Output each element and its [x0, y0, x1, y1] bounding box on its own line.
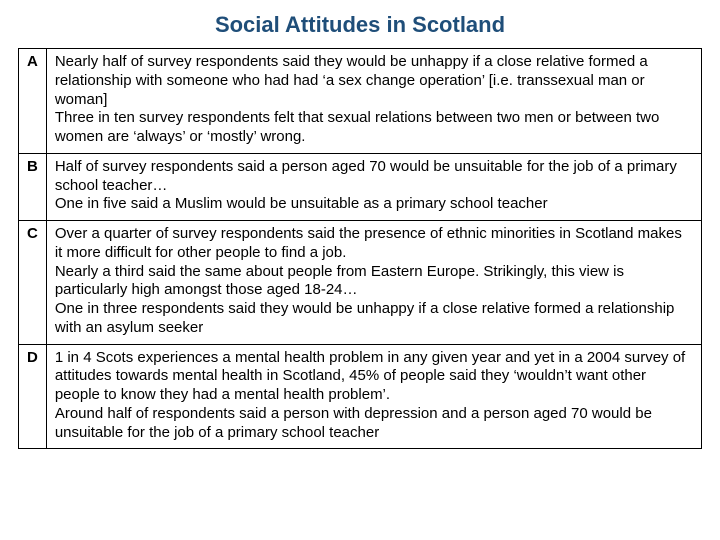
- table-row: D1 in 4 Scots experiences a mental healt…: [19, 344, 702, 449]
- row-label: A: [19, 49, 47, 154]
- row-text: Over a quarter of survey respondents sai…: [46, 221, 701, 345]
- page-root: Social Attitudes in Scotland ANearly hal…: [0, 0, 720, 540]
- row-text: Half of survey respondents said a person…: [46, 153, 701, 220]
- row-label: B: [19, 153, 47, 220]
- table-row: ANearly half of survey respondents said …: [19, 49, 702, 154]
- row-text: 1 in 4 Scots experiences a mental health…: [46, 344, 701, 449]
- page-title: Social Attitudes in Scotland: [18, 12, 702, 38]
- row-label: D: [19, 344, 47, 449]
- row-label: C: [19, 221, 47, 345]
- row-text: Nearly half of survey respondents said t…: [46, 49, 701, 154]
- attitudes-table: ANearly half of survey respondents said …: [18, 48, 702, 449]
- table-row: COver a quarter of survey respondents sa…: [19, 221, 702, 345]
- attitudes-table-body: ANearly half of survey respondents said …: [19, 49, 702, 449]
- table-row: BHalf of survey respondents said a perso…: [19, 153, 702, 220]
